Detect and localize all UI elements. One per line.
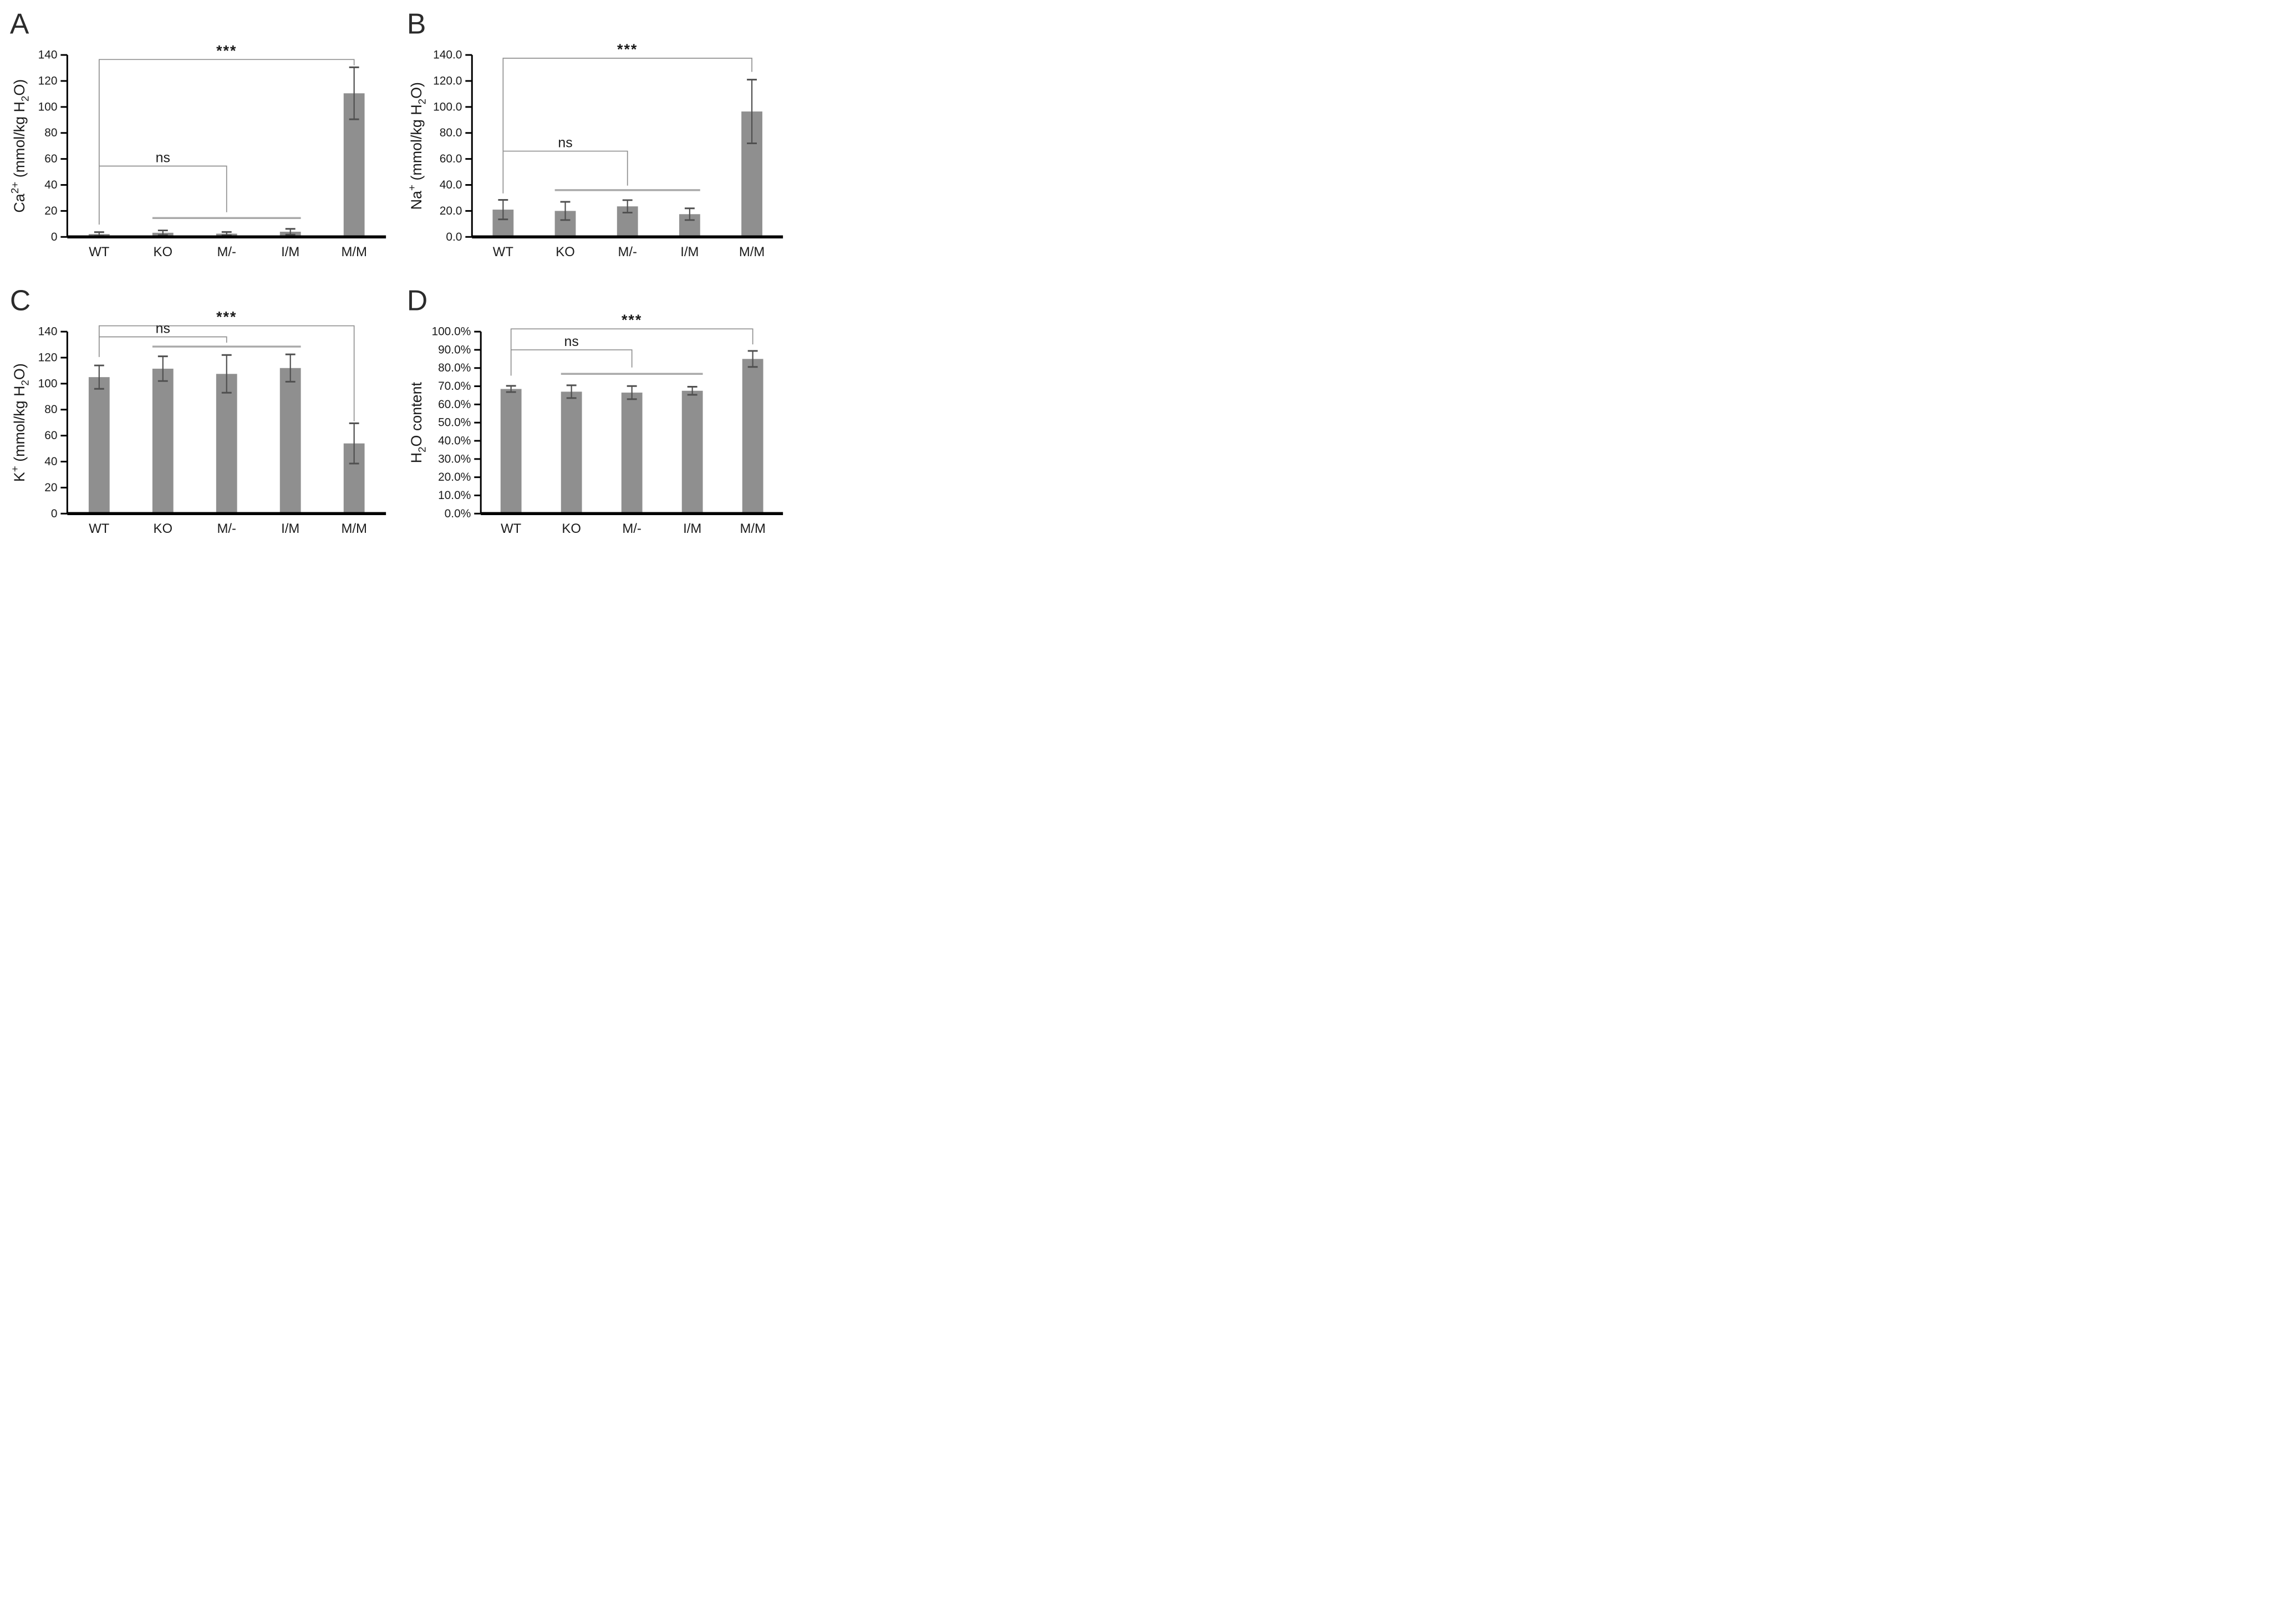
y-tick-label: 100 <box>38 377 58 390</box>
significance-label: *** <box>622 312 642 328</box>
x-category-label-m: M/- <box>217 245 236 259</box>
significance-label: ns <box>156 150 170 166</box>
x-category-label-im: I/M <box>281 245 299 259</box>
x-category-label-mm: M/M <box>341 521 366 536</box>
x-category-label-ko: KO <box>562 521 581 536</box>
x-category-label-ko: KO <box>154 521 172 536</box>
y-axis-title: K+ (mmol/kg H2O) <box>9 363 32 482</box>
significance-bracket <box>510 328 754 376</box>
y-tick-label: 50.0% <box>438 416 471 429</box>
significance-bracket <box>503 150 628 186</box>
y-tick-label: 140.0 <box>433 49 462 62</box>
panel-d: D H2O content 0.0% 10.0% 20.0% 30.0% 40.0% 50.0… <box>399 279 796 556</box>
panel-letter-b: B <box>407 7 426 39</box>
panel-letter-a: A <box>10 7 29 39</box>
y-tick-label: 60.0% <box>438 398 471 410</box>
panel-letter-d: D <box>407 284 427 316</box>
y-tick-label: 10.0% <box>438 488 471 501</box>
bar-wt <box>500 388 522 513</box>
y-tick-label: 40 <box>44 179 57 191</box>
significance-bracket <box>511 349 633 368</box>
y-tick-label: 20 <box>44 481 57 493</box>
panel-a: A Ca2+ (mmol/kg H2O) 0 20 40 60 80 100 120 140 ***… <box>2 2 399 279</box>
y-tick-label: 80.0% <box>438 362 471 374</box>
y-tick-label: 40.0% <box>438 434 471 447</box>
y-axis-title: Na+ (mmol/kg H2O) <box>406 82 429 210</box>
y-tick-label: 70.0% <box>438 380 471 393</box>
bar-im <box>681 390 703 513</box>
y-axis-title: H2O content <box>408 381 429 463</box>
x-category-label-im: I/M <box>281 521 299 536</box>
significance-bracket <box>99 336 227 343</box>
bar-m <box>621 392 643 513</box>
y-tick-label: 140 <box>38 325 58 338</box>
y-tick-label: 80 <box>44 403 57 416</box>
y-tick-label: 40.0 <box>440 179 462 191</box>
panel-c: C K+ (mmol/kg H2O) 0 20 40 60 80 100 120 140 *** ns… <box>2 279 399 556</box>
y-tick-label: 80 <box>44 126 57 139</box>
panel-d-chart: D H2O content 0.0% 10.0% 20.0% 30.0% 40.0% 50.0… <box>407 284 783 536</box>
four-panel-bar-chart-figure: A Ca2+ (mmol/kg H2O) 0 20 40 60 80 100 120 140 ***… <box>0 0 798 557</box>
x-category-label-wt: WT <box>501 521 522 536</box>
y-tick-label: 60 <box>44 152 57 165</box>
x-category-label-wt: WT <box>89 245 110 259</box>
bar-wt <box>88 376 110 513</box>
y-tick-label: 140 <box>38 49 58 62</box>
x-category-label-mm: M/M <box>739 245 765 259</box>
y-tick-label: 120 <box>38 74 58 87</box>
y-tick-label: 100 <box>38 100 58 113</box>
x-category-label-ko: KO <box>154 245 172 259</box>
y-tick-label: 100.0 <box>433 100 462 113</box>
y-tick-label: 20.0 <box>440 205 462 217</box>
significance-label: *** <box>617 41 638 58</box>
significance-label: ns <box>156 320 170 336</box>
significance-bracket <box>99 165 227 212</box>
y-tick-label: 30.0% <box>438 452 471 465</box>
panel-a-chart: A Ca2+ (mmol/kg H2O) 0 20 40 60 80 100 120 140 ***… <box>9 7 386 259</box>
y-tick-label: 20.0% <box>438 471 471 484</box>
bar-m <box>216 373 237 513</box>
panel-c-chart: C K+ (mmol/kg H2O) 0 20 40 60 80 100 120 140 *** ns… <box>9 284 386 536</box>
x-category-label-ko: KO <box>556 245 574 259</box>
y-tick-label: 20 <box>44 205 57 217</box>
y-tick-label: 0.0 <box>446 231 462 243</box>
significance-bracket <box>502 58 752 194</box>
panel-letter-c: C <box>10 284 30 316</box>
x-category-label-m: M/- <box>618 245 637 259</box>
bar-ko <box>152 368 174 513</box>
significance-label: ns <box>558 135 572 151</box>
y-tick-label: 80.0 <box>440 126 462 139</box>
y-tick-label: 90.0% <box>438 343 471 356</box>
y-tick-label: 60 <box>44 429 57 442</box>
significance-bracket <box>98 325 355 421</box>
y-tick-label: 0.0% <box>445 507 471 520</box>
y-tick-label: 120.0 <box>433 74 462 87</box>
significance-label: *** <box>216 42 237 59</box>
x-category-label-wt: WT <box>89 521 110 536</box>
y-tick-label: 120 <box>38 351 58 364</box>
significance-label: ns <box>564 333 579 349</box>
significance-label: *** <box>216 308 237 325</box>
panel-b: B Na+ (mmol/kg H2O) 0.0 20.0 40.0 60.0 80.0 100… <box>399 2 796 279</box>
significance-bracket <box>98 59 355 225</box>
y-tick-label: 40 <box>44 455 57 468</box>
bar-mm <box>742 358 763 513</box>
y-tick-label: 60.0 <box>440 152 462 165</box>
x-category-label-m: M/- <box>622 521 641 536</box>
panel-b-chart: B Na+ (mmol/kg H2O) 0.0 20.0 40.0 60.0 80.0 100… <box>406 7 783 259</box>
x-category-label-m: M/- <box>217 521 236 536</box>
x-category-label-mm: M/M <box>341 245 366 259</box>
x-category-label-mm: M/M <box>740 521 765 536</box>
y-tick-label: 0 <box>51 231 58 243</box>
x-category-label-im: I/M <box>683 521 701 536</box>
y-tick-label: 100.0% <box>431 325 471 338</box>
x-category-label-wt: WT <box>493 245 514 259</box>
y-axis-title: Ca2+ (mmol/kg H2O) <box>9 79 32 213</box>
bar-ko <box>561 391 582 513</box>
bar-im <box>279 368 301 513</box>
x-category-label-im: I/M <box>680 245 699 259</box>
y-tick-label: 0 <box>51 507 58 520</box>
